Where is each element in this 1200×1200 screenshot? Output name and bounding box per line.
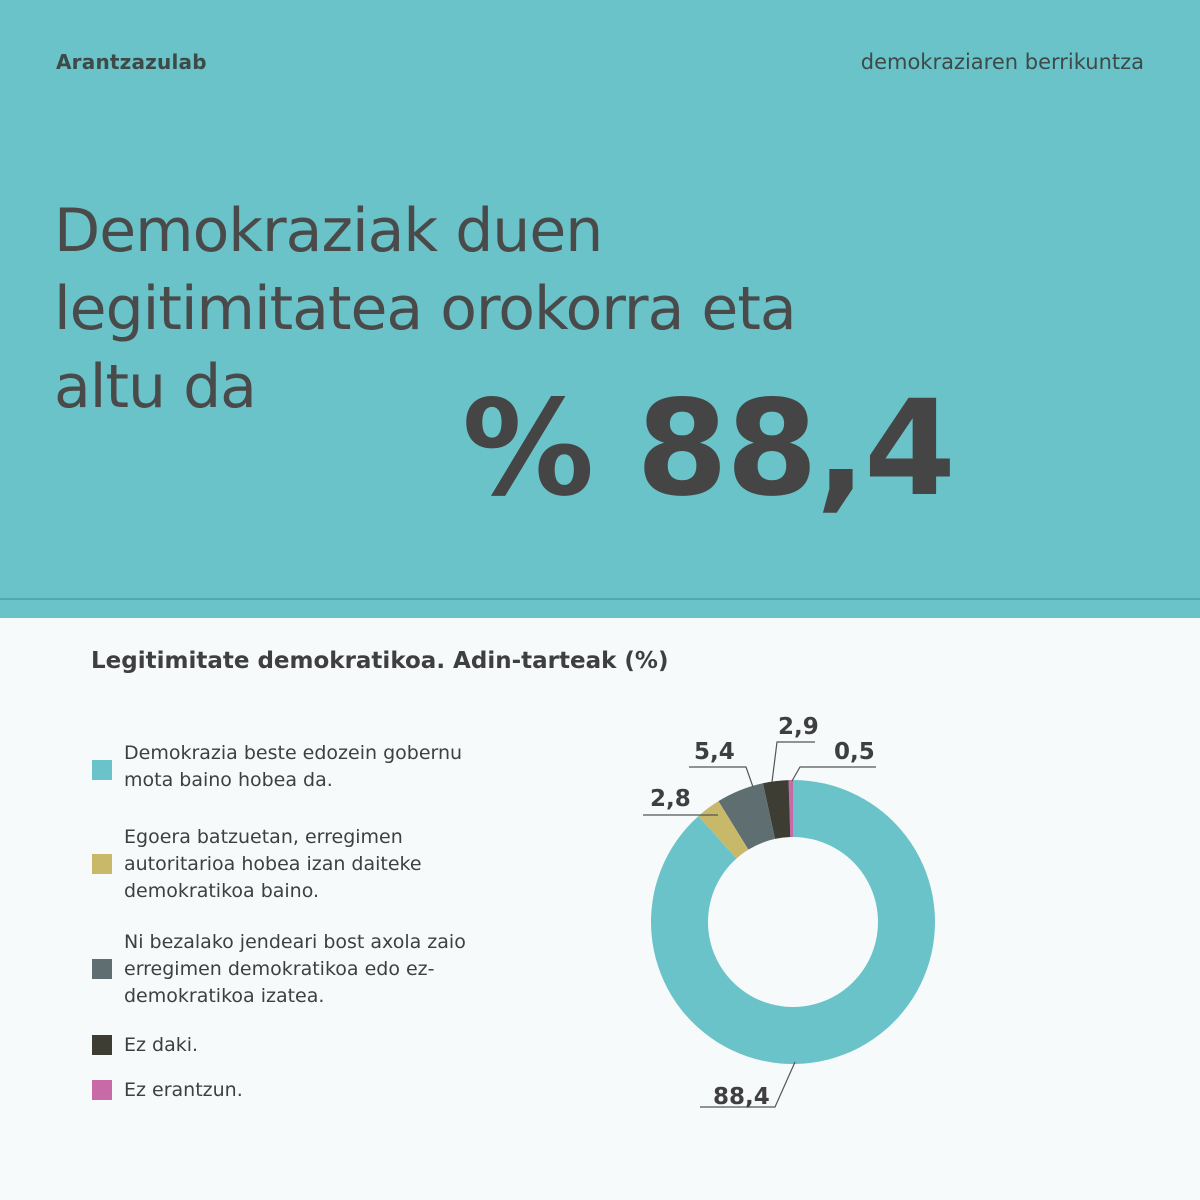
legend-swatch (92, 959, 112, 979)
leader-line (791, 766, 876, 782)
chart-title: Legitimitate demokratikoa. Adin-tarteak … (91, 648, 669, 674)
donut-slice (788, 780, 793, 838)
big-stat: % 88,4 (462, 372, 956, 526)
data-label: 0,5 (834, 739, 875, 765)
headline: Demokraziak duen legitimitatea orokorra … (54, 192, 954, 426)
legend-swatch (92, 760, 112, 780)
headline-line: legitimitatea orokorra eta (54, 274, 797, 344)
donut-slice (650, 780, 936, 1064)
donut-slice (762, 780, 791, 839)
legend-label: Ez erantzun. (124, 1079, 243, 1101)
legend-swatch (92, 1035, 112, 1055)
brand-logo-text: Arantzazulab (56, 50, 207, 74)
headline-line: altu da (54, 352, 257, 422)
leader-line (700, 1061, 796, 1108)
legend-label: Egoera batzuetan, erregimen autoritarioa… (124, 826, 422, 902)
leader-line (771, 741, 815, 783)
tagline: demokraziaren berrikuntza (860, 50, 1144, 74)
data-label: 88,4 (713, 1084, 770, 1110)
section-divider (0, 598, 1200, 618)
headline-line: Demokraziak duen (54, 196, 603, 266)
data-label: 2,9 (778, 714, 819, 740)
data-label: 5,4 (694, 739, 735, 765)
legend-swatch (92, 1080, 112, 1100)
legend-label: Ez daki. (124, 1034, 199, 1056)
donut-slice (718, 783, 775, 850)
legend-label: Demokrazia beste edozein gobernu mota ba… (124, 742, 463, 791)
hero-section (0, 0, 1200, 600)
chart-section (0, 618, 1200, 1200)
legend-label: Ni bezalako jendeari bost axola zaio err… (124, 931, 466, 1007)
legend-swatch (92, 854, 112, 874)
data-label: 2,8 (650, 786, 691, 812)
leader-line (689, 766, 754, 788)
